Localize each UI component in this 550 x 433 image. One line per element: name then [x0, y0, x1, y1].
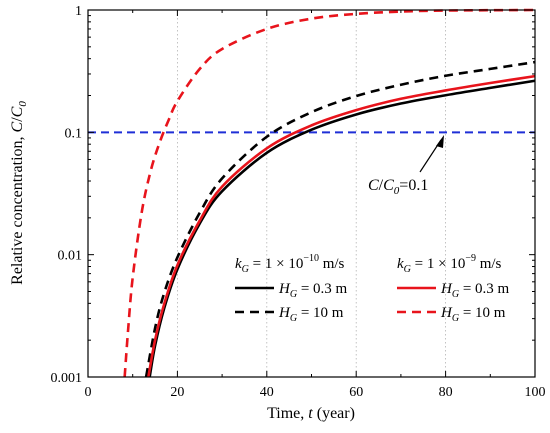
x-tick-label: 0 [85, 385, 92, 400]
annotation-arrow-head [436, 135, 444, 148]
tick-labels: 0 20 40 60 80 100 0.001 0.01 0.1 1 [51, 4, 546, 400]
x-tick-label: 20 [170, 385, 184, 400]
y-tick-label: 1 [75, 4, 82, 19]
annotation: C/C0=0.1 [368, 135, 444, 197]
legend-label-black-dashed: HG = 10 m [278, 305, 344, 324]
annotation-label: C/C0=0.1 [368, 177, 428, 197]
series-line-1 [148, 79, 536, 378]
plot-frame [87, 9, 536, 378]
y-axis-label: Relative concentration, C/C0 [9, 101, 29, 285]
series-line-2 [144, 60, 536, 378]
legend-group-title-1: kG = 1 × 10−10 m/s [235, 253, 345, 275]
y-tick-label: 0.1 [65, 126, 83, 141]
y-tick-label: 0.001 [51, 371, 83, 386]
series-line-4 [123, 8, 536, 378]
x-tick-label: 100 [525, 385, 546, 400]
legend-label-red-solid: HG = 0.3 m [440, 281, 510, 300]
x-tick-label: 80 [439, 385, 453, 400]
y-tick-label: 0.01 [58, 249, 83, 264]
legend: kG = 1 × 10−10 m/s kG = 1 × 10−9 m/s HG … [235, 253, 510, 324]
series-line-3 [147, 74, 536, 378]
x-tick-label: 60 [349, 385, 363, 400]
legend-label-red-dashed: HG = 10 m [440, 305, 506, 324]
x-tick-label: 40 [260, 385, 274, 400]
axis-ticks [87, 9, 536, 378]
legend-label-black-solid: HG = 0.3 m [278, 281, 348, 300]
legend-group-title-2: kG = 1 × 10−9 m/s [397, 253, 502, 275]
grid-lines [176, 10, 447, 377]
x-axis-label: Time, t (year) [267, 405, 355, 422]
series-group [123, 8, 536, 378]
